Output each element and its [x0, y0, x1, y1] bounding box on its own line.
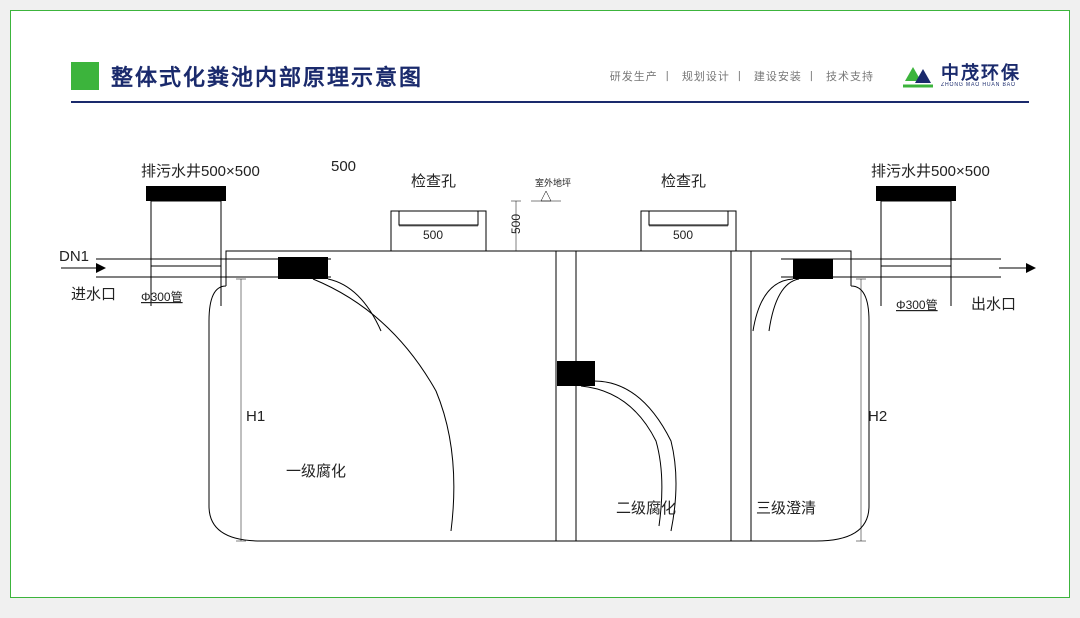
service-tags: 研发生产丨 规划设计丨 建设安装丨 技术支持 [608, 68, 876, 84]
h2-label: H2 [868, 408, 887, 425]
flow-curve-3a [753, 279, 793, 331]
page-frame: 整体式化粪池内部原理示意图 研发生产丨 规划设计丨 建设安装丨 技术支持 中茂环… [10, 10, 1070, 598]
header-underline [71, 101, 1029, 103]
outlet-elbow-block [793, 259, 833, 279]
right-drainage-well [876, 186, 956, 306]
logo-text-cn: 中茂环保 [941, 64, 1029, 82]
top-dimension: 500 [331, 158, 356, 175]
dn-label: DN1 [59, 248, 89, 265]
mid-transfer-block [557, 361, 595, 386]
svg-text:500: 500 [423, 228, 443, 242]
tag: 研发生产 [610, 71, 658, 83]
tag: 规划设计 [682, 71, 730, 83]
title-accent-square [71, 62, 99, 90]
chamber3-label: 三级澄清 [756, 500, 816, 517]
svg-text:500: 500 [673, 228, 693, 242]
inlet-label: 进水口 [71, 286, 116, 303]
pipe-right-label: Φ300管 [896, 297, 938, 312]
inspection-label-1: 检查孔 [411, 173, 456, 190]
pipe-left-label: Φ300管 [141, 289, 183, 304]
inspection-label-2: 检查孔 [661, 173, 706, 190]
chamber2-label: 二级腐化 [616, 499, 676, 517]
tag: 建设安装 [754, 71, 802, 83]
outlet-label: 出水口 [971, 296, 1016, 313]
tag: 技术支持 [826, 71, 874, 83]
left-drainage-well [146, 186, 226, 306]
inlet-elbow-block [278, 257, 328, 279]
septic-tank-diagram: 排污水井500×500 排污水井500×500 500 500 检查孔 500 … [41, 131, 1041, 571]
h1-dimension [236, 279, 246, 541]
right-well-label: 排污水井500×500 [871, 163, 990, 180]
chamber1-label: 一级腐化 [286, 462, 346, 480]
brand-logo: 中茂环保 ZHONG MAO HUAN BAO [901, 61, 1029, 91]
page-title: 整体式化粪池内部原理示意图 [111, 60, 423, 92]
h1-label: H1 [246, 408, 265, 425]
tank-outline [209, 251, 869, 541]
header: 整体式化粪池内部原理示意图 研发生产丨 规划设计丨 建设安装丨 技术支持 中茂环… [71, 51, 1029, 101]
vertical-dimension: 500 [509, 201, 523, 251]
h2-dimension [856, 279, 866, 541]
svg-text:室外地坪: 室外地坪 [535, 177, 571, 188]
flow-curve-1b [328, 279, 381, 331]
flow-curve-1a [313, 279, 454, 531]
left-well-label: 排污水井500×500 [141, 163, 260, 180]
inspection-hole-2: 500 [641, 211, 736, 251]
logo-text-en: ZHONG MAO HUAN BAO [941, 82, 1016, 88]
ground-level-marker: 室外地坪 [531, 177, 571, 201]
svg-text:500: 500 [509, 214, 523, 234]
inspection-hole-1: 500 [391, 211, 486, 251]
logo-mark-icon [901, 61, 935, 91]
